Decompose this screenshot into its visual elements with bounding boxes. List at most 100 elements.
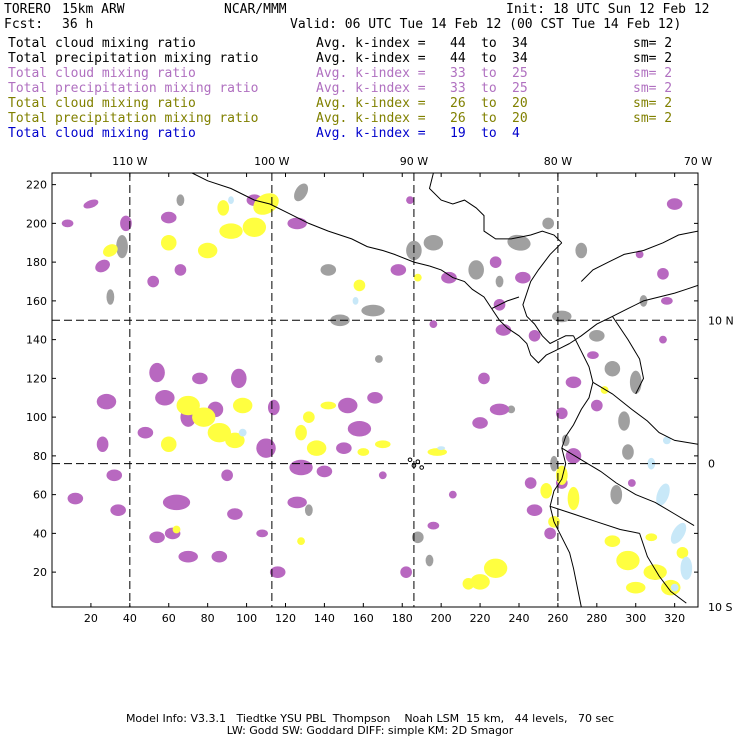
y-tick-label: 180 (26, 256, 47, 269)
legend-hi: 26 (450, 96, 466, 111)
coastline (522, 242, 574, 345)
island (407, 457, 413, 463)
cloud-area-yellow (643, 564, 667, 580)
latitude-label: 0 (708, 458, 715, 471)
cloud-area-purple (267, 399, 280, 416)
x-tick-label: 40 (123, 612, 137, 625)
cloud-area-purple (287, 496, 307, 509)
organization: NCAR/MMM (224, 2, 287, 17)
cloud-area-lightblue (662, 436, 671, 445)
cloud-area-purple (192, 372, 208, 385)
cloud-area-purple (155, 390, 175, 406)
y-tick-label: 80 (33, 450, 47, 463)
legend-name: Total cloud mixing ratio (8, 96, 196, 111)
cloud-area-purple (256, 438, 276, 458)
legend-name: Total cloud mixing ratio (8, 66, 196, 81)
legend-lo: 4 (512, 126, 520, 141)
cloud-area-purple (587, 351, 599, 359)
cloud-area-purple (661, 297, 673, 305)
cloud-area-yellow (676, 546, 689, 559)
cloud-area-purple (400, 566, 412, 578)
cloud-area-yellow (219, 223, 243, 239)
cloud-area-gray (610, 484, 623, 505)
cloud-area-purple (555, 407, 568, 420)
cloud-area-gray (618, 411, 630, 431)
longitude-label: 100 W (254, 155, 289, 168)
cloud-area-yellow (297, 537, 305, 545)
cloud-area-purple (495, 324, 512, 336)
cloud-area-lightblue (352, 297, 359, 305)
cloud-area-yellow (626, 581, 646, 594)
y-tick-label: 220 (26, 179, 47, 192)
coastline-layer (191, 173, 698, 607)
legend-hi: 19 (450, 126, 466, 141)
map-frame (51, 172, 699, 608)
cloud-area-yellow (295, 424, 307, 441)
legend-sm: sm= 2 (633, 51, 673, 66)
cloud-area-purple (627, 479, 636, 487)
cloud-area-yellow (645, 533, 658, 542)
cloud-area-gray (423, 235, 444, 251)
cloud-area-yellow (242, 217, 267, 237)
cloud-area-yellow (567, 486, 580, 511)
y-tick-label: 120 (26, 372, 47, 385)
cloud-area-purple (160, 211, 177, 224)
coastline (611, 316, 645, 395)
cloud-area-gray (425, 554, 434, 567)
x-tick-label: 60 (162, 612, 176, 625)
legend-lo: 34 (512, 51, 528, 66)
cloud-area-purple (289, 459, 313, 476)
forecast-label: Fcst: (4, 17, 44, 32)
legend-sm: sm= 2 (633, 96, 673, 111)
cloud-area-yellow (555, 465, 568, 485)
cloud-area-purple (590, 399, 603, 412)
cloud-area-yellow (176, 395, 200, 416)
cloud-area-yellow (470, 574, 490, 590)
cloud-area-purple (137, 426, 154, 439)
cloud-area-purple (316, 465, 333, 478)
cloud-area-purple (441, 271, 457, 284)
cloud-area-yellow (483, 558, 508, 578)
cloud-area-purple (472, 417, 488, 429)
cloud-area-yellow (207, 422, 232, 443)
cloud-area-gray (629, 370, 642, 394)
cloud-area-purple (61, 219, 74, 228)
cloud-area-purple (565, 448, 582, 464)
x-tick-label: 160 (353, 612, 374, 625)
x-tick-label: 140 (314, 612, 335, 625)
cloud-area-purple (347, 421, 372, 437)
cloud-area-yellow (232, 397, 253, 414)
cloud-area-purple (147, 275, 160, 288)
cloud-area-gray (411, 531, 424, 544)
cloud-area-yellow (357, 448, 370, 456)
legend-hi: 33 (450, 66, 466, 81)
cloud-area-gray (507, 405, 516, 414)
cloud-area-gray (622, 444, 634, 460)
x-tick-label: 200 (431, 612, 452, 625)
cloud-area-purple (657, 267, 669, 280)
cloud-area-gray (294, 183, 309, 202)
cloud-area-gray (468, 260, 484, 280)
cloud-area-purple (149, 362, 165, 383)
legend-to: to (481, 36, 497, 51)
legend-avg: Avg. k-index = (316, 36, 426, 51)
legend-hi: 33 (450, 81, 466, 96)
cloud-area-purple (174, 264, 187, 276)
y-tick-label: 20 (33, 566, 47, 579)
cloud-area-purple (83, 199, 99, 209)
cloud-area-yellow (160, 235, 177, 251)
legend-avg: Avg. k-index = (316, 111, 426, 126)
x-tick-label: 20 (84, 612, 98, 625)
cloud-area-purple (211, 550, 228, 563)
legend-to: to (481, 96, 497, 111)
cloud-area-purple (515, 271, 531, 284)
legend-avg: Avg. k-index = (316, 126, 426, 141)
cloud-area-lightblue (656, 483, 670, 506)
legend-hi: 44 (450, 51, 466, 66)
coastline (592, 381, 698, 445)
cloud-area-purple (96, 436, 109, 452)
cloud-area-gray (589, 329, 605, 342)
cloud-area-purple (120, 215, 132, 232)
cloud-area-purple (149, 531, 165, 544)
legend-lo: 34 (512, 36, 528, 51)
